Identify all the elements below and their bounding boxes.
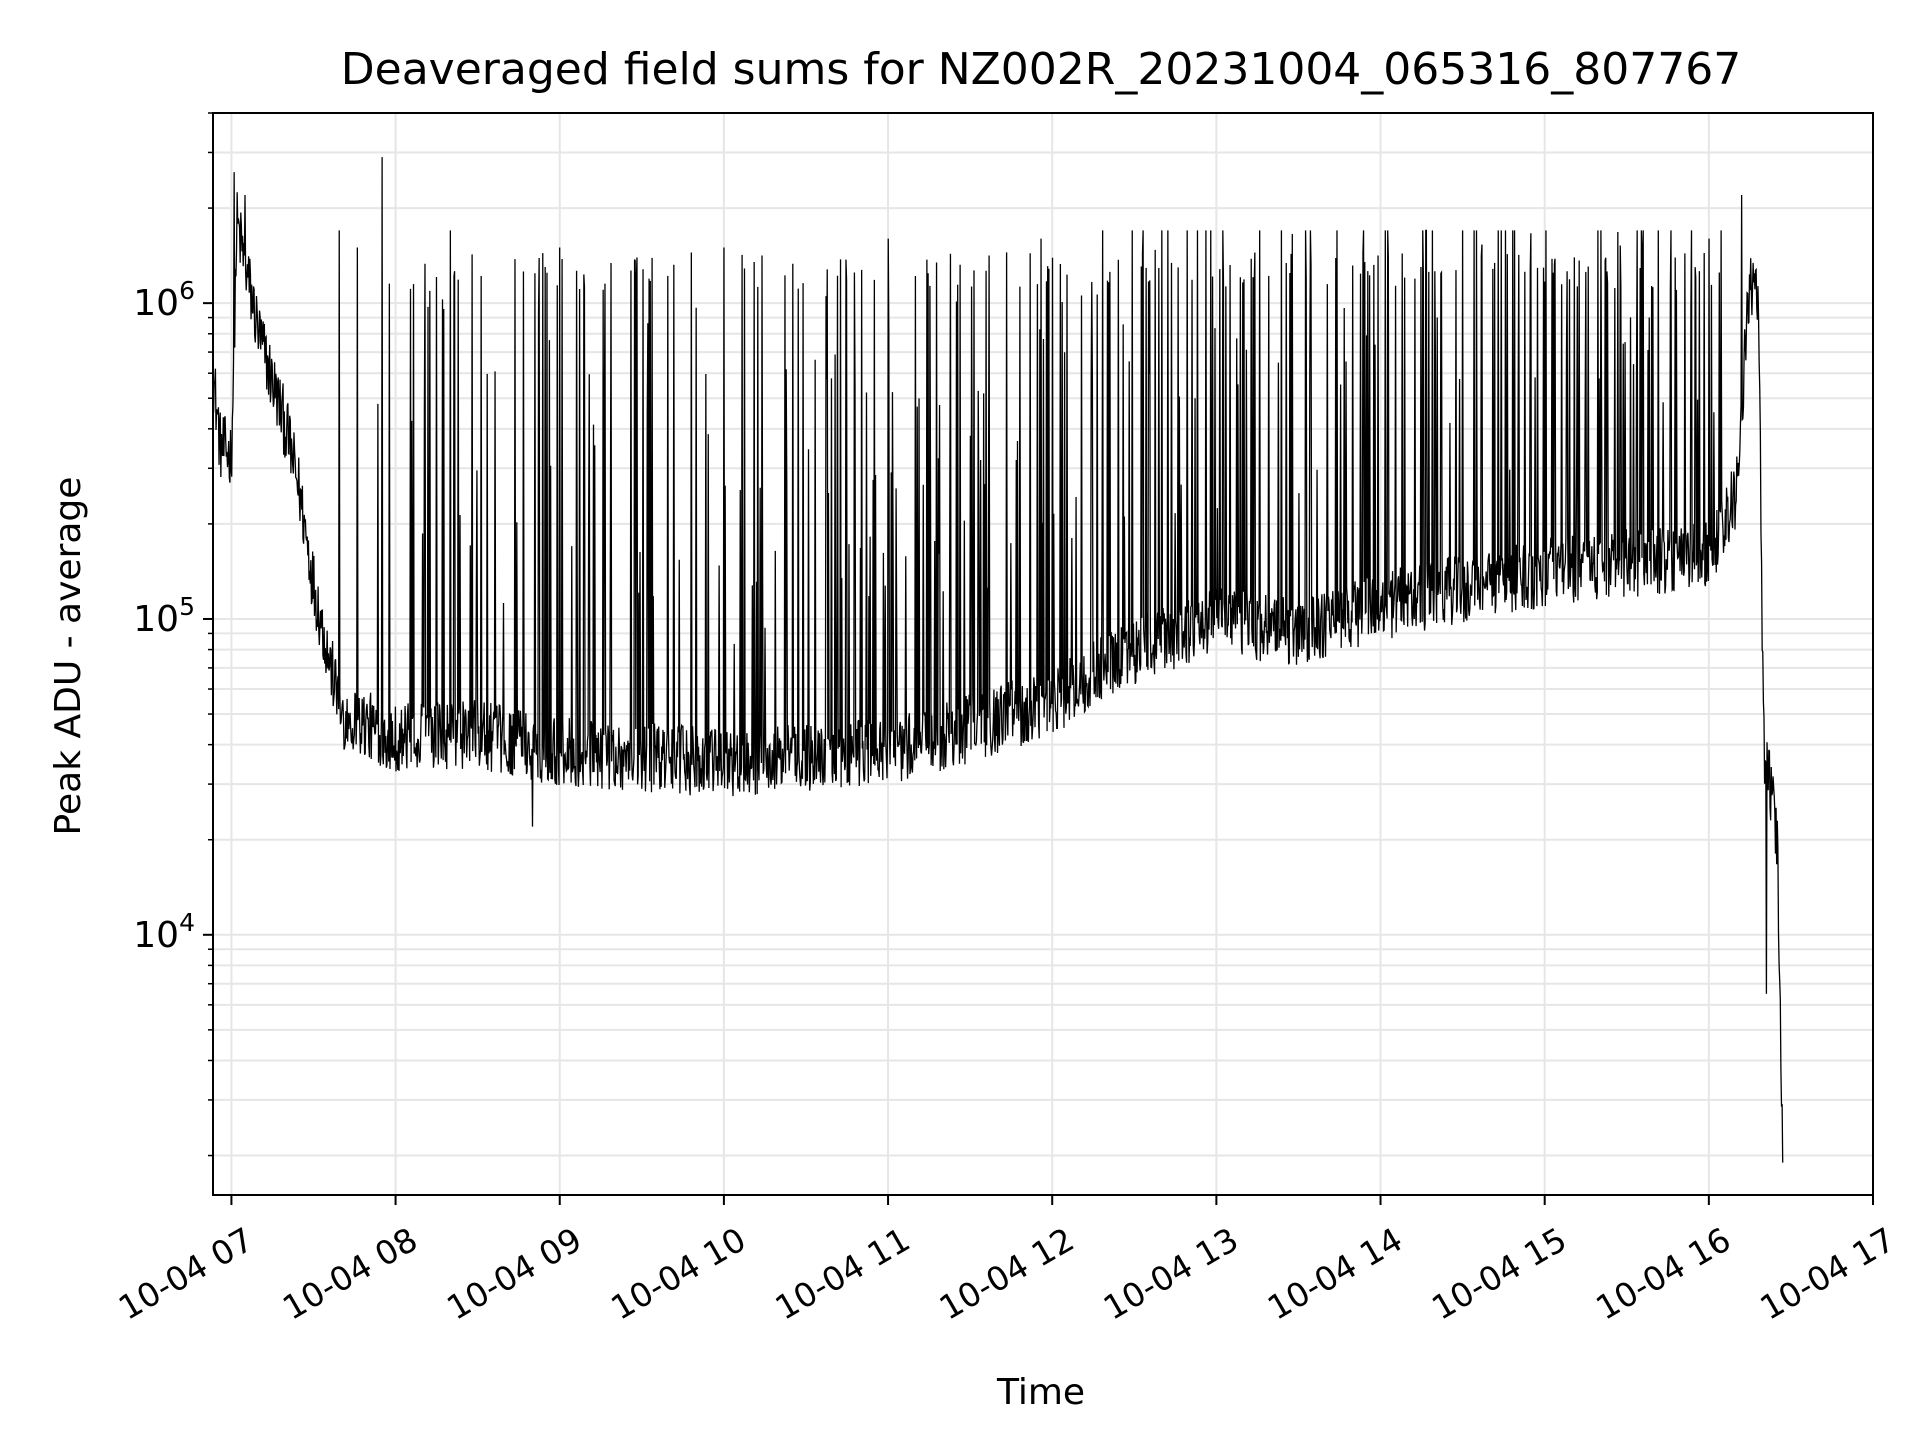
chart-title: Deaveraged field sums for NZ002R_2023100… [341,44,1741,95]
x-tick-label: 10-04 07 [112,1220,260,1328]
x-tick-label: 10-04 08 [276,1220,424,1328]
x-tick-label: 10-04 16 [1589,1220,1737,1328]
x-tick-label: 10-04 11 [768,1220,916,1328]
data-series-line [212,157,1784,1163]
plot-frame [212,112,1874,1196]
x-tick-label: 10-04 13 [1097,1220,1245,1328]
x-tick-label: 10-04 15 [1425,1220,1573,1328]
x-tick-label: 10-04 14 [1261,1220,1409,1328]
y-tick-label: 106 [133,276,195,324]
axes-frame [212,112,1874,1196]
data-layer [212,157,1784,1163]
y-tick-label: 104 [133,908,195,956]
y-tick-label: 105 [133,592,195,640]
x-tick-label: 10-04 10 [604,1220,752,1328]
x-tick-label: 10-04 09 [440,1220,588,1328]
x-tick-label: 10-04 17 [1753,1220,1901,1328]
x-axis-label: Time [996,1372,1085,1413]
y-axis-label: Peak ADU - average [48,477,89,836]
x-tick-label: 10-04 12 [933,1220,1081,1328]
